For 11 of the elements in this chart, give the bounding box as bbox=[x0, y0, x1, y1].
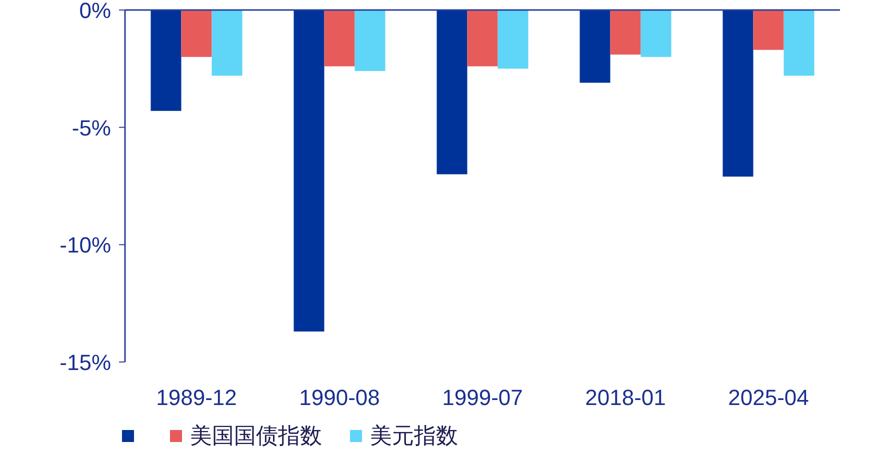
legend-label: 美元指数 bbox=[370, 423, 458, 448]
y-tick-label: 0% bbox=[79, 0, 111, 23]
legend-label: 美国国债指数 bbox=[190, 423, 322, 448]
x-tick-label: 2018-01 bbox=[585, 385, 666, 410]
x-tick-label: 1990-08 bbox=[299, 385, 380, 410]
x-tick-label: 1999-07 bbox=[442, 385, 523, 410]
y-tick-label: -10% bbox=[60, 232, 111, 258]
x-tick-label: 2025-04 bbox=[728, 385, 809, 410]
x-tick-label: 1989-12 bbox=[156, 385, 237, 410]
y-tick-label: -15% bbox=[60, 350, 111, 375]
y-tick-label: -5% bbox=[72, 115, 111, 140]
